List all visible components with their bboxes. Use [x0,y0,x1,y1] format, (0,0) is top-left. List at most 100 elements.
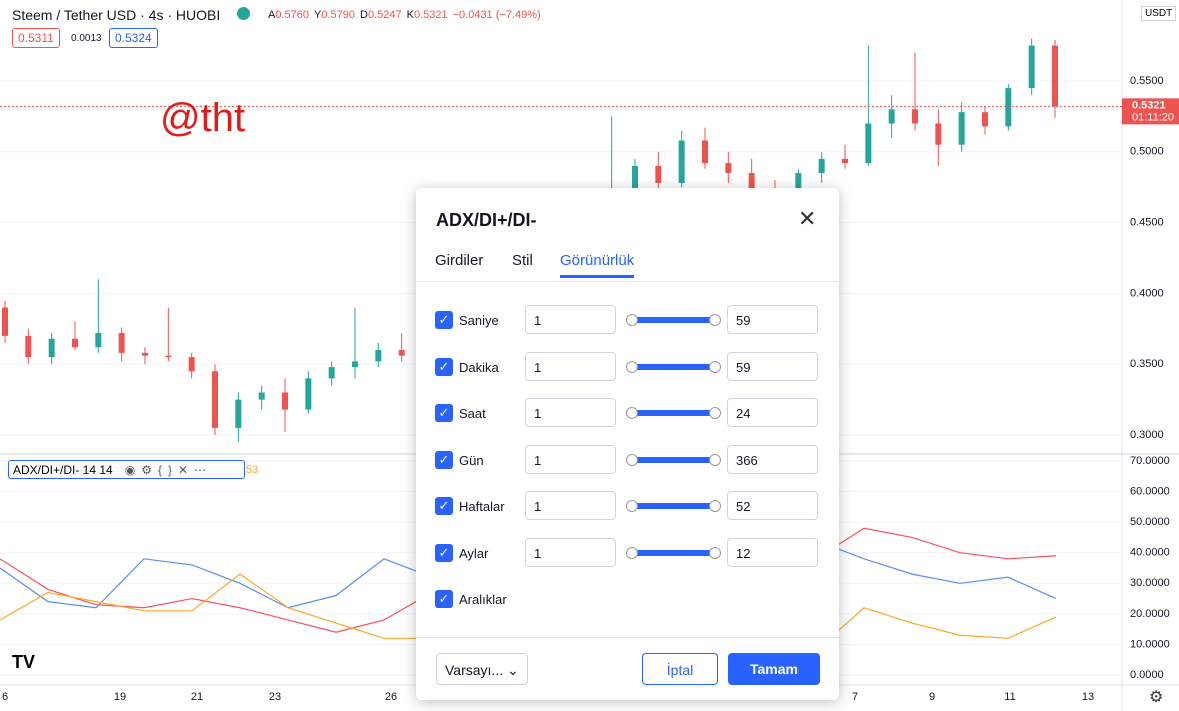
defaults-dropdown[interactable]: Varsayı... ⌄ [436,653,528,685]
slider-handle[interactable] [626,407,638,419]
to-input[interactable]: 12 [727,537,818,567]
slider-handle[interactable] [709,453,721,466]
currency[interactable]: USDT [1141,6,1177,21]
candle-body [165,355,172,358]
candle-body [655,165,662,183]
slider-handle[interactable] [626,314,638,326]
row-label: Saniye [459,313,499,328]
checkbox[interactable]: ✓ [435,497,453,515]
slider-handle[interactable] [626,453,638,466]
slider-handle[interactable] [626,546,638,559]
checkbox[interactable]: ✓ [435,543,453,562]
slider-track[interactable] [629,363,716,370]
candle-body [142,352,148,356]
close-button[interactable]: ✕ [798,206,817,231]
from-input[interactable]: 1 [525,444,616,474]
candle-body [235,399,242,428]
x-tick-label: 13 [1082,691,1094,703]
checkbox[interactable]: ✓ [435,311,453,329]
settings-icon[interactable]: ⚙ [1149,689,1164,706]
from-input[interactable]: 1 [525,491,616,520]
ohlc-key: A [268,9,276,21]
from-input[interactable]: 1 [525,305,616,334]
candle-body [958,112,965,145]
tab[interactable]: Girdiler [435,252,484,269]
ohlc-key: K [406,9,414,21]
slider-track[interactable] [629,456,716,463]
slider-track[interactable] [629,410,716,416]
divider [416,281,839,282]
slider-track[interactable] [629,317,716,323]
candle-body [1028,45,1035,89]
checkbox[interactable]: ✓ [435,590,453,608]
to-input[interactable]: 24 [727,398,818,427]
candle-body [935,123,942,145]
candle-body [865,123,872,164]
y-tick-label: 0.5500 [1130,75,1164,87]
dialog: ADX/DI+/DI- ✕ Varsayı... ⌄ İptal Tamam G… [416,188,839,700]
candle-body [982,112,988,127]
from-input[interactable]: 1 [525,351,616,381]
divider [416,637,839,638]
checkbox[interactable]: ✓ [435,404,453,422]
dialog-title: ADX/DI+/DI- [436,210,537,230]
y-tick-label: 60.0000 [1130,485,1170,497]
candle-body [795,173,802,195]
y-tick-label: 50.0000 [1130,516,1170,528]
slider-handle[interactable] [709,407,721,419]
from-input[interactable]: 1 [525,537,616,567]
ok-button[interactable]: Tamam [728,653,820,685]
x-tick-label: 9 [929,691,935,703]
watermark: @tht [160,96,246,140]
candle-body [842,158,848,164]
slider-handle[interactable] [709,360,721,373]
row-label: Aylar [459,545,489,561]
y-tick-label: 0.3000 [1130,429,1164,441]
candle-body [632,165,638,195]
from-input[interactable]: 1 [525,398,616,427]
to-input[interactable]: 366 [727,444,818,474]
candle-body [95,333,102,348]
slider-handle[interactable] [709,546,721,559]
candle-body [1005,88,1012,127]
checkbox[interactable]: ✓ [435,450,453,469]
x-tick-label: 21 [191,691,203,703]
slider-handle[interactable] [709,500,721,512]
indicator-value: 53 [246,464,259,476]
row-label: Gün [459,452,484,468]
to-input[interactable]: 59 [727,305,818,334]
x-tick-label: 6 [2,691,8,703]
checkbox[interactable]: ✓ [435,357,453,376]
to-input[interactable]: 52 [727,491,818,520]
logo[interactable]: TV [12,652,36,672]
slider-handle[interactable] [626,500,638,512]
slider-track[interactable] [629,549,716,556]
x-tick-label: 26 [385,691,397,703]
candle-body [282,392,288,410]
tab[interactable]: Stil [512,252,533,269]
to-input[interactable]: 59 [727,351,818,381]
x-tick-label: 23 [269,691,281,703]
slider-track[interactable] [629,503,716,509]
tab[interactable]: Görünürlük [560,252,635,278]
indicator-legend[interactable]: ADX/DI+/DI- 14 14 ◉⚙{}✕⋯ [8,460,245,479]
ohlc-key: Y [314,9,322,21]
y-tick-label: 0.3500 [1130,358,1164,370]
row-label: Saat [459,406,486,421]
slider-handle[interactable] [626,360,638,373]
candle-body [888,109,895,124]
candle-body [72,338,78,348]
bid[interactable]: 0.5311 [12,28,60,48]
y-tick-label: 70.0000 [1130,455,1170,467]
candle-body [328,367,335,379]
slider-handle[interactable] [709,314,721,326]
ohlc-value: 0.5760 [275,9,309,21]
ask[interactable]: 0.5324 [109,28,158,48]
candle-body [118,333,125,353]
x-tick-label: 19 [114,691,126,703]
cancel-button[interactable]: İptal [642,653,718,685]
y-tick-label: 0.4000 [1130,287,1164,299]
candle-body [258,392,265,400]
status-dot [237,7,250,20]
